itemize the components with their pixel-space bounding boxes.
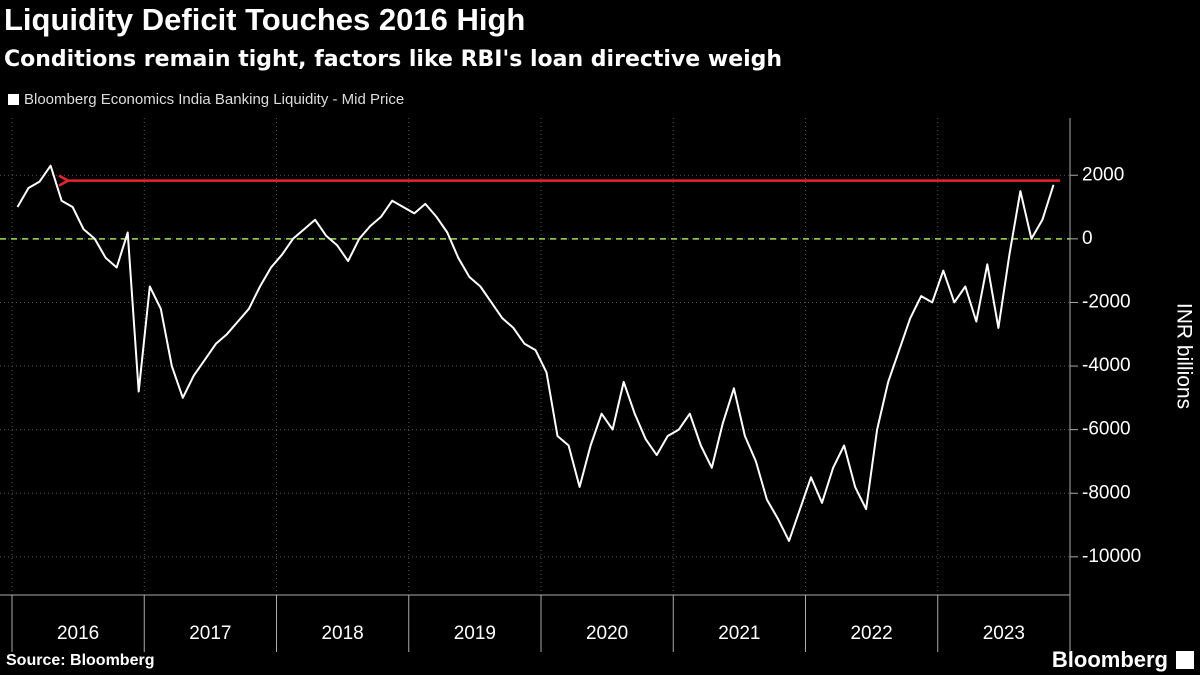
x-tick-label: 2017 [189, 623, 231, 644]
x-tick-label: 2020 [586, 623, 628, 644]
x-tick-label: 2021 [718, 623, 760, 644]
x-tick-label: 2018 [321, 623, 363, 644]
chart-title: Liquidity Deficit Touches 2016 High [4, 2, 525, 37]
x-tick-label: 2023 [983, 623, 1025, 644]
y-tick-label: 0 [1082, 228, 1093, 249]
brand-icon [1176, 651, 1194, 669]
source: Source: Bloomberg [6, 652, 154, 669]
data-line [16, 164, 1055, 542]
y-tick-label: 2000 [1082, 164, 1124, 185]
y-tick-label: -2000 [1082, 291, 1131, 312]
x-tick-label: 2019 [454, 623, 496, 644]
legend-label: Bloomberg Economics India Banking Liquid… [24, 91, 404, 108]
chart-subtitle: Conditions remain tight, factors like RB… [4, 47, 782, 72]
x-tick-label: 2022 [850, 623, 892, 644]
y-tick-label: -6000 [1082, 419, 1131, 440]
y-tick-label: -8000 [1082, 482, 1131, 503]
y-tick-label: -4000 [1082, 355, 1131, 376]
brand: Bloomberg [1052, 647, 1168, 672]
legend-swatch [8, 94, 19, 105]
y-tick-label: -10000 [1082, 546, 1141, 567]
y-axis-label: INR billions [1172, 303, 1195, 409]
x-tick-label: 2016 [57, 623, 99, 644]
